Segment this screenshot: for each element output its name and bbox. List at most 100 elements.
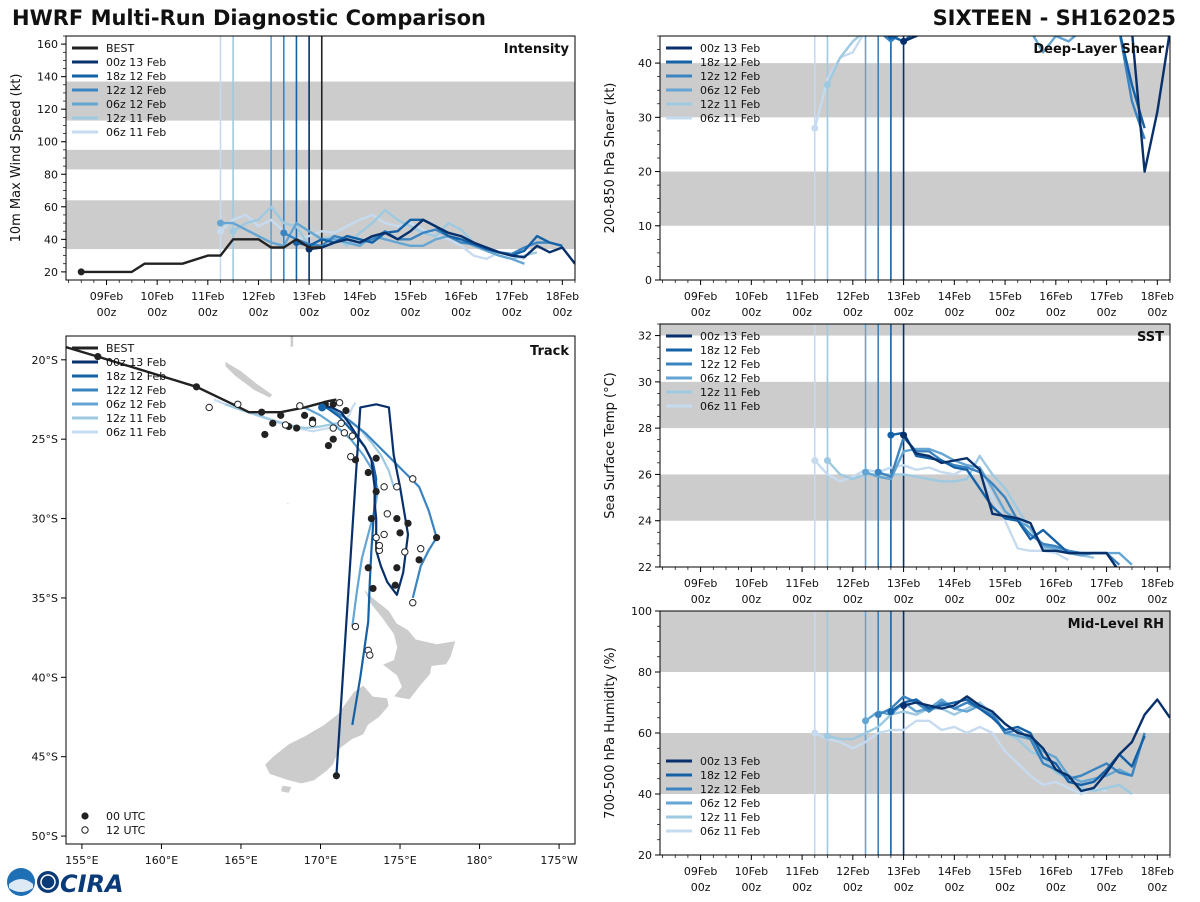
y-tick-label: 30 [638, 111, 652, 124]
x-tick-date: 10Feb [735, 865, 768, 878]
series-start-marker [887, 431, 895, 439]
x-tick-hour: 00z [1147, 593, 1167, 606]
x-tick-hour: 00z [944, 593, 964, 606]
series-start-marker [823, 457, 831, 465]
legend-label-06z-11-feb: 06z 11 Feb [106, 126, 166, 139]
legend-label-00z-13-feb: 00z 13 Feb [700, 755, 760, 768]
track-marker-00utc [393, 514, 401, 523]
track-marker-12utc [340, 429, 349, 437]
track-marker-00utc [364, 564, 372, 572]
x-tick-date: 09Feb [90, 290, 123, 303]
x-tick-hour: 00z [894, 593, 914, 606]
series-line-06z-12-feb [1032, 36, 1077, 54]
series-start-marker [216, 227, 224, 235]
lat-tick-label: 30°S [32, 513, 58, 526]
lat-tick-label: 45°S [32, 751, 58, 764]
track-marker-00utc [94, 353, 102, 361]
legend-label-00z-13-feb: 00z 13 Feb [106, 356, 166, 369]
x-tick-hour: 00z [97, 306, 117, 319]
x-tick-date: 17Feb [1090, 865, 1123, 878]
x-tick-date: 13Feb [887, 577, 920, 590]
x-tick-hour: 00z [792, 881, 812, 894]
x-tick-hour: 00z [502, 306, 522, 319]
x-tick-hour: 00z [147, 306, 167, 319]
x-tick-date: 17Feb [1090, 577, 1123, 590]
legend-label-18z-12-feb: 18z 12 Feb [700, 344, 760, 357]
legend-label-12z-12-feb: 12z 12 Feb [700, 783, 760, 796]
series-start-marker [900, 702, 908, 710]
track-marker-00utc [372, 487, 380, 496]
legend-label-12z-11-feb: 12z 11 Feb [700, 98, 760, 111]
x-tick-hour: 00z [843, 881, 863, 894]
legend-label-00z-13-feb: 00z 13 Feb [700, 42, 760, 55]
series-start-marker [811, 457, 819, 465]
track-marker-12utc [366, 651, 374, 659]
x-tick-hour: 00z [691, 881, 711, 894]
track-marker-12utc [417, 545, 425, 553]
track-marker-12utc [308, 419, 317, 428]
legend-label-06z-12-feb: 06z 12 Feb [106, 98, 166, 111]
track-marker-00utc [391, 581, 399, 589]
x-tick-hour: 00z [401, 306, 421, 319]
x-tick-date: 11Feb [785, 290, 818, 303]
track-marker-12utc [281, 421, 290, 429]
x-tick-date: 14Feb [938, 577, 971, 590]
series-line-00z-13-feb [308, 218, 575, 265]
x-tick-hour: 00z [691, 306, 711, 319]
series-line-06z-11-feb [814, 719, 1107, 796]
track-marker-12utc [409, 475, 417, 483]
x-tick-hour: 00z [1097, 306, 1117, 319]
y-tick-label: 80 [44, 168, 58, 181]
shade-band [660, 63, 1170, 118]
track-marker-00utc [192, 383, 201, 391]
series-start-marker [862, 468, 870, 476]
y-tick-label: 30 [638, 376, 652, 389]
y-tick-label: 60 [638, 727, 652, 740]
track-marker-00utc [258, 408, 266, 416]
land-vanuatu [289, 336, 294, 348]
panel-title: Track [530, 344, 569, 359]
legend-label-12z-11-feb: 12z 11 Feb [700, 386, 760, 399]
track-marker-00utc [300, 411, 309, 419]
x-tick-hour: 00z [843, 593, 863, 606]
legend-label-12z-12-feb: 12z 12 Feb [700, 358, 760, 371]
intensity-chart: 20 40 60 80 100 120 140 160 09Feb 00z 10Feb 00z 11Fe… [9, 35, 579, 319]
legend-label-12-utc: 12 UTC [106, 824, 146, 837]
cira-globe-icon [37, 871, 59, 893]
series-start-marker [862, 717, 870, 725]
legend-label-06z-12-feb: 06z 12 Feb [700, 372, 760, 385]
x-tick-date: 10Feb [140, 290, 173, 303]
x-tick-date: 09Feb [684, 865, 717, 878]
x-tick-date: 12Feb [836, 290, 869, 303]
series-line-12z-12-feb [877, 695, 1146, 780]
track-marker-00utc [369, 584, 377, 593]
track-marker-12utc [347, 452, 355, 461]
lon-tick-label: 160°E [145, 854, 178, 867]
legend-label-06z-11-feb: 06z 11 Feb [700, 400, 760, 413]
y-axis-label: Sea Surface Temp (°C) [603, 372, 618, 519]
legend-label-12z-11-feb: 12z 11 Feb [106, 412, 166, 425]
x-tick-date: 14Feb [938, 865, 971, 878]
series-start-marker [216, 219, 224, 227]
y-tick-label: 40 [638, 788, 652, 801]
lon-tick-label: 180° [466, 854, 493, 867]
x-tick-hour: 00z [741, 306, 761, 319]
x-tick-date: 15Feb [988, 865, 1021, 878]
x-tick-date: 10Feb [735, 290, 768, 303]
x-tick-hour: 00z [299, 306, 319, 319]
y-tick-label: 20 [44, 266, 58, 279]
x-tick-date: 13Feb [887, 865, 920, 878]
track-marker-12utc [205, 403, 213, 412]
land-new-caledonia [224, 360, 274, 399]
panel-title: Deep-Layer Shear [1033, 42, 1164, 57]
x-tick-hour: 00z [249, 306, 269, 319]
x-tick-date: 18Feb [546, 290, 579, 303]
series-line-06z-11-feb [813, 459, 1070, 562]
series-start-marker [887, 36, 895, 40]
track-marker-12utc [234, 400, 242, 408]
cira-logo-text: CIRA [60, 870, 124, 898]
track-marker-12utc [393, 483, 401, 491]
series-start-marker [900, 431, 908, 439]
x-tick-date: 18Feb [1141, 577, 1174, 590]
track-marker-00utc [433, 534, 441, 542]
